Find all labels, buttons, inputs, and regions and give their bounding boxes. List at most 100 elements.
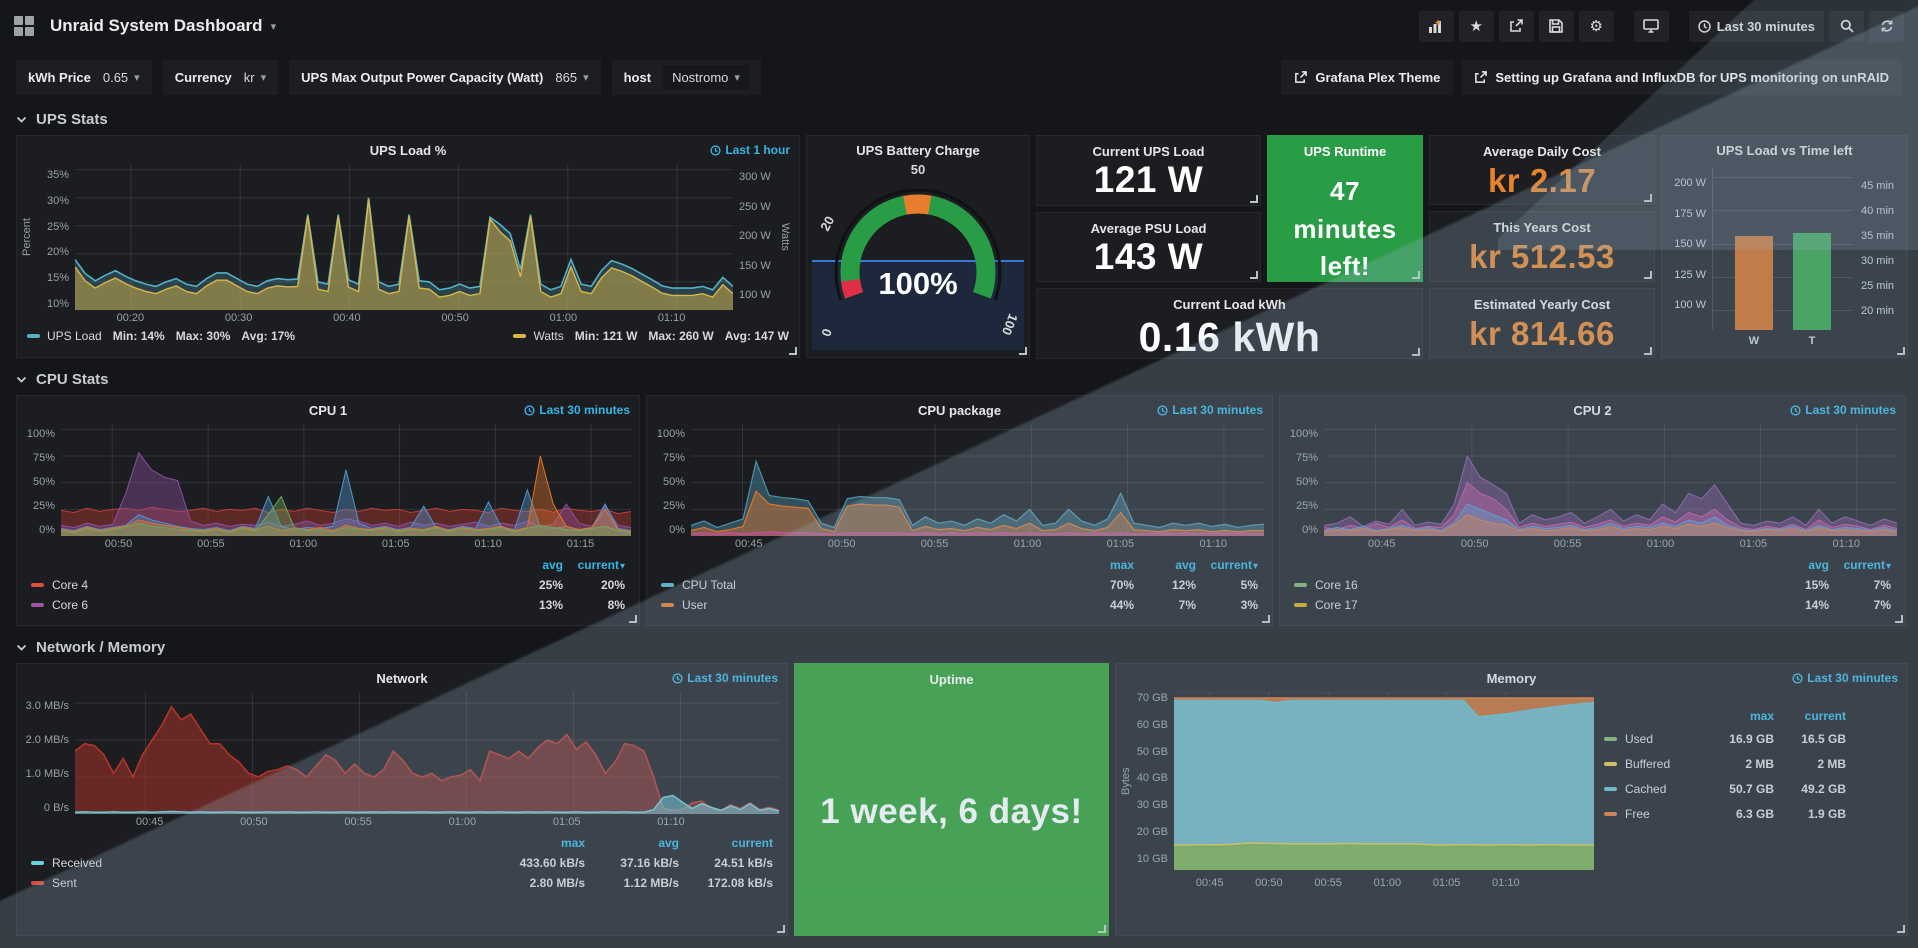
legend-col-max[interactable]: max <box>1109 558 1134 572</box>
variable-ups-max-output: UPS Max Output Power Capacity (Watt) 865… <box>289 60 601 95</box>
apps-grid-icon[interactable] <box>14 16 34 36</box>
panel-title[interactable]: UPS Battery Charge <box>856 143 980 158</box>
battery-gauge: 0 20 50 100 100% <box>807 158 1029 354</box>
legend-item[interactable]: User <box>661 598 1072 612</box>
link-grafana-plex-theme[interactable]: Grafana Plex Theme <box>1281 60 1454 95</box>
panel-title[interactable]: UPS Runtime <box>1303 144 1387 159</box>
x-axis-ticks: 00:50 00:55 01:00 01:05 01:10 01:15 <box>69 536 619 553</box>
variable-value-dropdown[interactable]: 865 ▾ <box>555 70 589 85</box>
refresh-icon <box>1881 20 1892 32</box>
cpu2-chart[interactable] <box>1324 424 1897 536</box>
panel-title[interactable]: UPS Load vs Time left <box>1716 143 1853 158</box>
memory-chart[interactable] <box>1174 692 1594 870</box>
legend-col-avg[interactable]: avg <box>1175 558 1196 572</box>
legend-swatch[interactable] <box>27 334 40 338</box>
tv-mode-button[interactable] <box>1633 10 1669 42</box>
link-ups-monitoring-guide[interactable]: Setting up Grafana and InfluxDB for UPS … <box>1461 60 1902 95</box>
y-axis-ticks: 200 W 175 W 150 W 125 W 100 W <box>1668 168 1712 330</box>
legend-col-max[interactable]: max <box>1749 709 1774 723</box>
panel-time-range[interactable]: Last 30 minutes <box>1792 671 1898 685</box>
section-ups-stats[interactable]: UPS Stats <box>0 105 1918 135</box>
panel-title[interactable]: Average Daily Cost <box>1482 144 1601 159</box>
refresh-button[interactable] <box>1869 10 1904 42</box>
tick-label: 100 W <box>1674 299 1706 311</box>
legend-col-current[interactable]: current <box>1196 558 1258 572</box>
legend-item[interactable]: Core 16 <box>1294 578 1767 592</box>
tick-label: 150 W <box>739 259 771 272</box>
panel-title[interactable]: Estimated Yearly Cost <box>1473 296 1611 312</box>
legend-item[interactable]: Core 6 <box>31 598 501 612</box>
panel-time-range[interactable]: Last 30 minutes <box>524 403 630 417</box>
external-link-icon <box>1475 71 1488 83</box>
panel-title[interactable]: Current Load kWh <box>1173 297 1286 312</box>
legend-item-ups-load[interactable]: UPS Load Min: 14% Max: 30% Avg: 17% <box>27 329 295 343</box>
legend-item[interactable]: Sent <box>31 876 491 890</box>
panel-title[interactable]: Uptime <box>929 672 974 687</box>
ups-load-chart[interactable] <box>75 164 733 310</box>
panel-time-range[interactable]: Last 1 hour <box>710 143 790 157</box>
legend-col-current[interactable]: current <box>1829 558 1891 572</box>
panel-title[interactable]: Current UPS Load <box>1092 144 1205 159</box>
chevron-down-icon <box>16 116 27 123</box>
share-button[interactable] <box>1498 10 1534 42</box>
dashboard-title[interactable]: Unraid System Dashboard ▾ <box>50 16 276 36</box>
variable-label: kWh Price <box>28 70 91 85</box>
panel-title[interactable]: This Years Cost <box>1493 220 1591 236</box>
bar-W[interactable] <box>1735 235 1773 330</box>
legend-item[interactable]: Core 4 <box>31 578 501 592</box>
panel-title[interactable]: CPU package <box>917 403 1002 418</box>
variable-value-dropdown[interactable]: Nostromo ▾ <box>663 65 749 90</box>
cpu-package-chart[interactable] <box>691 424 1264 536</box>
settings-button[interactable]: ⚙ <box>1578 10 1614 42</box>
legend-item[interactable]: Buffered <box>1604 757 1702 771</box>
tick-label: 60 GB <box>1136 718 1168 731</box>
variable-value-dropdown[interactable]: kr ▾ <box>243 70 267 85</box>
legend-col-avg[interactable]: avg <box>658 836 679 850</box>
external-link-icon <box>1295 71 1308 83</box>
panel-title[interactable]: CPU 2 <box>1573 403 1612 418</box>
y-axis-ticks: 3.0 MB/s 2.0 MB/s 1.0 MB/s 0 B/s <box>21 692 75 814</box>
legend-col-max[interactable]: max <box>560 836 585 850</box>
legend-col-current[interactable]: current <box>563 558 625 572</box>
bar-T[interactable] <box>1793 232 1831 330</box>
search-button[interactable] <box>1829 10 1864 42</box>
cpu1-chart[interactable] <box>61 424 631 536</box>
legend-item-watts[interactable]: Watts Min: 121 W Max: 260 W Avg: 147 W <box>513 329 789 343</box>
legend-col-current[interactable]: current <box>731 836 773 850</box>
time-range-picker[interactable]: Last 30 minutes <box>1688 10 1824 42</box>
tick-label: 25% <box>662 500 685 512</box>
panel-time-range[interactable]: Last 30 minutes <box>1790 403 1896 417</box>
legend-item[interactable]: CPU Total <box>661 578 1072 592</box>
panel-time-range[interactable]: Last 30 minutes <box>672 671 778 685</box>
legend-row: Received 433.60 kB/s 37.16 kB/s 24.51 kB/s <box>31 853 773 873</box>
variable-label: UPS Max Output Power Capacity (Watt) <box>301 70 544 85</box>
panel-title[interactable]: CPU 1 <box>308 403 348 418</box>
section-cpu-stats[interactable]: CPU Stats <box>0 365 1918 395</box>
section-network-memory[interactable]: Network / Memory <box>0 633 1918 663</box>
save-button[interactable] <box>1538 10 1574 42</box>
legend-item[interactable]: Core 17 <box>1294 598 1767 612</box>
tick-label: 01:10 <box>1492 877 1520 889</box>
star-button[interactable]: ★ <box>1458 10 1494 42</box>
add-panel-button[interactable] <box>1418 10 1454 42</box>
panel-title[interactable]: UPS Load % <box>369 143 447 158</box>
panel-title[interactable]: Average PSU Load <box>1090 221 1207 236</box>
network-chart[interactable] <box>75 692 779 814</box>
legend-col-current[interactable]: current <box>1804 709 1846 723</box>
panel-title[interactable]: Network <box>376 671 428 686</box>
legend-swatch[interactable] <box>513 334 527 338</box>
legend-item[interactable]: Received <box>31 856 491 870</box>
legend-item[interactable]: Cached <box>1604 782 1702 796</box>
legend-col-avg[interactable]: avg <box>542 558 563 572</box>
variable-value-dropdown[interactable]: 0.65 ▾ <box>102 70 140 85</box>
panel-time-range[interactable]: Last 30 minutes <box>1157 403 1263 417</box>
gear-icon: ⚙ <box>1589 17 1603 35</box>
y-axis-ticks: 100% 75% 50% 25% 0% <box>1284 424 1324 536</box>
legend-item[interactable]: Used <box>1604 732 1702 746</box>
tick-label: 25% <box>32 500 55 512</box>
panel-title[interactable]: Memory <box>1486 671 1537 686</box>
legend-col-avg[interactable]: avg <box>1808 558 1829 572</box>
legend-item[interactable]: Free <box>1604 807 1702 821</box>
x-axis-ticks: 00:45 00:50 00:55 01:00 01:05 01:10 <box>1174 875 1594 892</box>
